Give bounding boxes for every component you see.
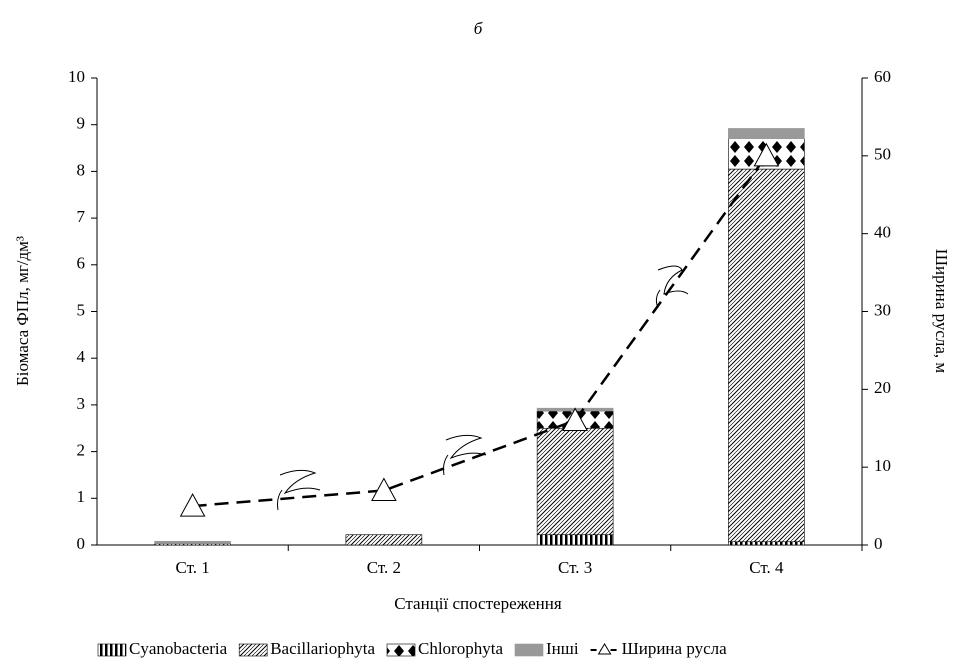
y-tick-label: 1 [77,487,86,506]
x-tick-label: Ст. 3 [558,558,592,577]
y2-tick-label: 30 [874,300,891,319]
x-axis-label: Станції спостереження [394,594,562,613]
y2-tick-label: 10 [874,456,891,475]
legend-swatch [238,643,268,657]
y-tick-label: 8 [77,160,86,179]
line-marker [753,142,780,167]
y-axis-label: Біомаса ФПл, мг/дм³ [13,236,32,386]
x-tick-label: Ст. 2 [367,558,401,577]
x-tick-label: Ст. 1 [175,558,209,577]
y-tick-label: 5 [77,300,86,319]
legend-swatch [97,643,127,657]
y-tick-label: 2 [77,441,86,460]
bar-segment [728,128,805,140]
y-tick-label: 7 [77,207,86,226]
bar-segment [345,534,423,546]
y2-tick-label: 20 [874,378,891,397]
bar-segment [728,168,805,543]
y-tick-label: 10 [68,67,85,86]
legend-label: Chlorophyta [418,639,503,658]
line-marker [371,477,397,502]
y2-tick-label: 50 [874,145,891,164]
legend-label: Cyanobacteria [129,639,228,658]
chart-title: б [474,19,483,38]
bar-segment [154,540,231,544]
y-tick-label: 6 [77,254,86,273]
y2-tick-label: 40 [874,223,891,242]
y2-axis-label: Ширина русла, м [932,249,951,374]
x-tick-label: Ст. 4 [749,558,784,577]
line-marker [562,407,588,431]
legend-swatch [386,643,416,657]
y-tick-label: 9 [77,114,86,133]
y-tick-label: 3 [77,394,86,413]
legend-label: Ширина русла [622,639,728,658]
legend-swatch [514,643,544,657]
line-marker [179,493,206,517]
bar-segment [536,427,614,536]
legend-label: Bacillariophyta [270,639,375,658]
y2-tick-label: 60 [874,67,891,86]
y2-tick-label: 0 [874,534,883,553]
y-tick-label: 0 [77,534,86,553]
bar-segment [728,541,805,546]
legend-label: Інші [546,639,579,658]
bar-segment [536,534,614,546]
legend-swatch [597,643,612,655]
decoration [277,265,689,511]
y-tick-label: 4 [77,347,86,366]
line [192,155,768,508]
